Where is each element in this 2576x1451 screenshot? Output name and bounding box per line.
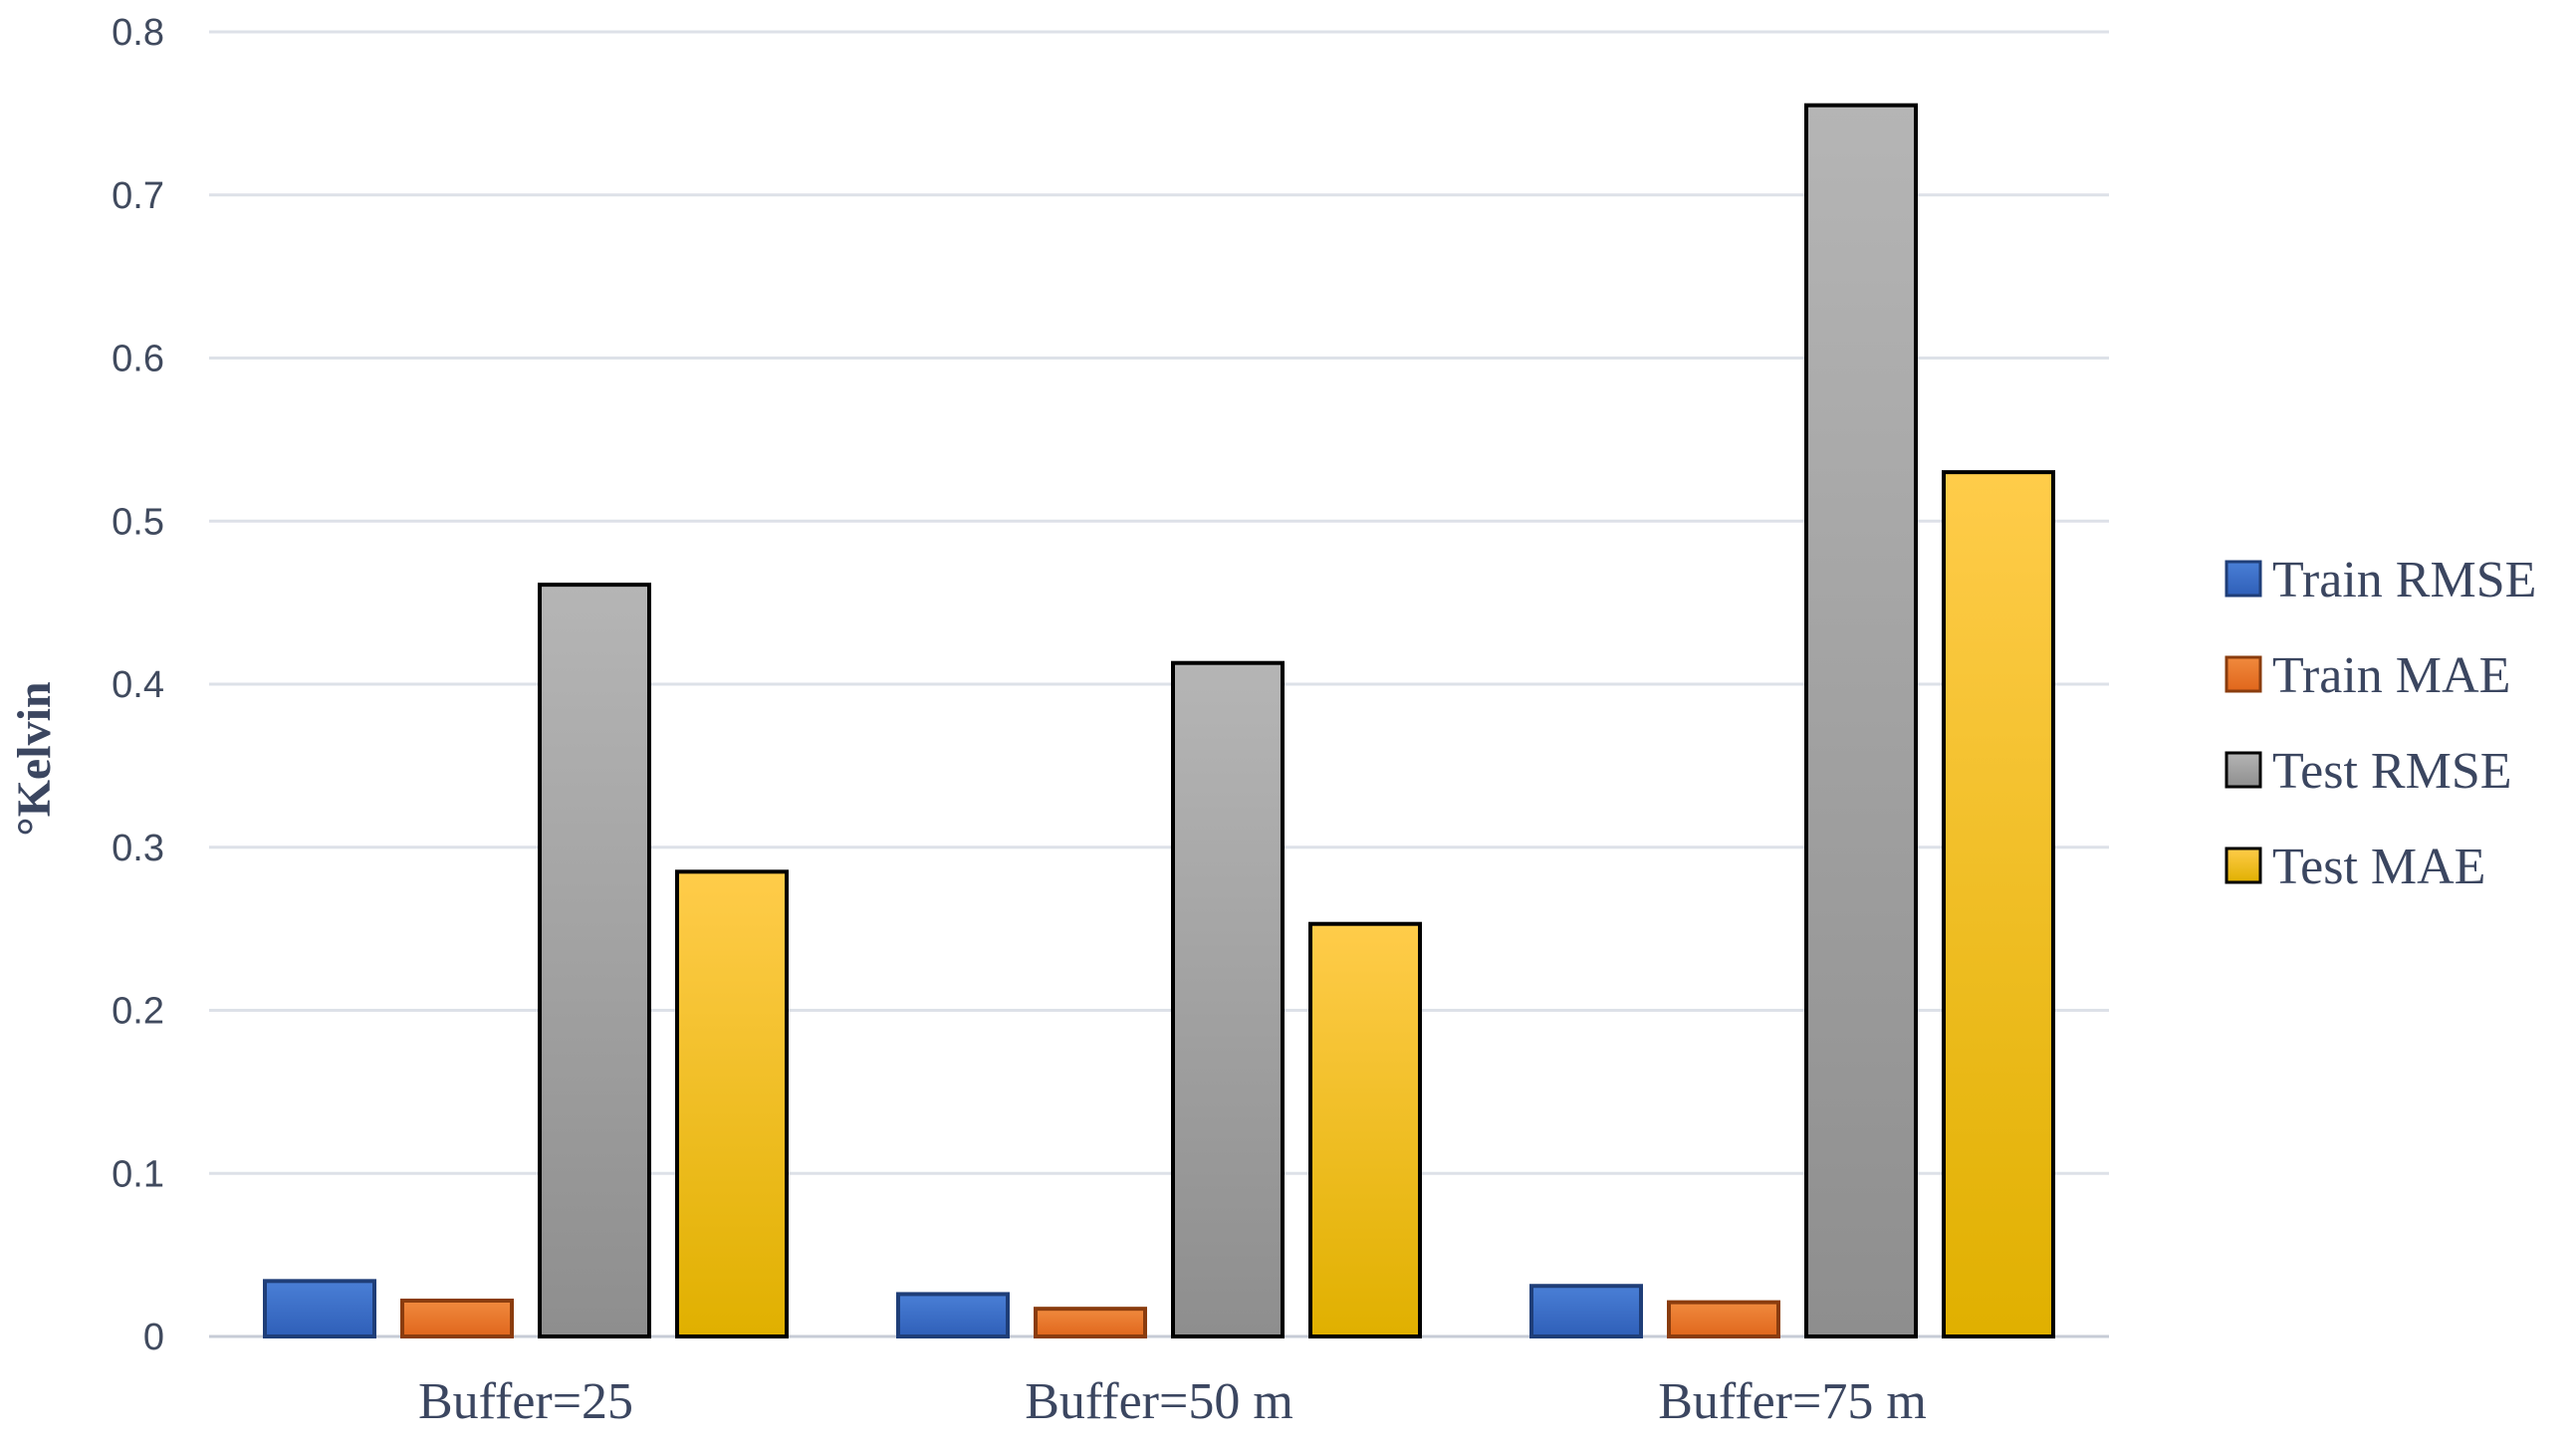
- bar-test-rmse-1: [538, 583, 651, 1338]
- legend: Train RMSE Train MAE Test RMSE Test MAE: [2225, 552, 2536, 895]
- bar-train-mae-2: [1034, 1307, 1147, 1338]
- bar-train-rmse-1: [263, 1279, 376, 1338]
- legend-item: Test MAE: [2225, 839, 2485, 895]
- bar-test-mae-1: [675, 869, 789, 1338]
- y-tick-label: 0.7: [112, 175, 164, 217]
- y-tick-label: 0.4: [112, 664, 164, 706]
- bar-test-rmse-3: [1804, 103, 1918, 1338]
- legend-label: Train MAE: [2272, 647, 2510, 704]
- bars: [263, 103, 2055, 1339]
- y-tick-label: 0.6: [112, 339, 164, 380]
- bar-train-rmse-2: [896, 1292, 1010, 1339]
- bar-test-mae-2: [1308, 921, 1422, 1339]
- legend-item: Train MAE: [2225, 647, 2510, 704]
- bar-train-mae-3: [1667, 1300, 1780, 1339]
- bar-train-mae-1: [400, 1298, 514, 1338]
- y-axis-label: °Kelvin: [8, 681, 61, 836]
- legend-label: Train RMSE: [2272, 552, 2536, 608]
- x-category-label: Buffer=75 m: [1658, 1373, 1927, 1430]
- y-tick-label: 0: [143, 1317, 164, 1358]
- legend-swatch: [2225, 560, 2262, 598]
- legend-label: Test MAE: [2272, 839, 2485, 895]
- bar-test-mae-3: [1942, 470, 2055, 1338]
- y-tick-label: 0.3: [112, 828, 164, 869]
- x-category-label: Buffer=50 m: [1025, 1373, 1293, 1430]
- legend-swatch: [2225, 846, 2262, 884]
- y-tick-label: 0.1: [112, 1153, 164, 1195]
- y-tick-label: 0.5: [112, 501, 164, 543]
- legend-swatch: [2225, 655, 2262, 693]
- y-tick-label: 0.2: [112, 991, 164, 1033]
- y-axis-ticks: 0 0.1 0.2 0.3 0.4 0.5 0.6 0.7 0.8: [112, 12, 164, 1358]
- gridlines: [209, 30, 2109, 1338]
- x-category-label: Buffer=25: [418, 1373, 633, 1430]
- x-axis-labels: Buffer=25 Buffer=50 m Buffer=75 m: [418, 1373, 1927, 1430]
- y-tick-label: 0.8: [112, 12, 164, 54]
- legend-label: Test RMSE: [2272, 743, 2512, 800]
- bar-train-rmse-3: [1529, 1284, 1643, 1339]
- bar-test-rmse-2: [1171, 660, 1285, 1338]
- legend-swatch: [2225, 751, 2262, 789]
- legend-item: Train RMSE: [2225, 552, 2536, 608]
- legend-item: Test RMSE: [2225, 743, 2512, 800]
